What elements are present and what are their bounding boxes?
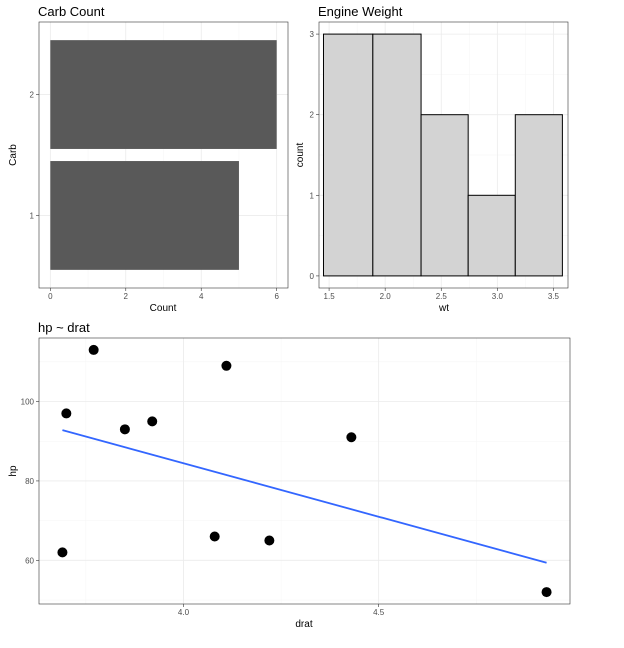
hp-drat-ticks: 4.0 4.5 60 80 100: [21, 398, 385, 617]
hp-drat-title: hp ~ drat: [38, 320, 90, 335]
carb-count-ticks: 0 2 4 6 1 2: [30, 91, 280, 301]
hp-drat-trend: [62, 429, 547, 564]
engine-weight-bars: [322, 33, 563, 277]
carb-count-y-title: Carb: [8, 144, 19, 166]
hp-drat-plot-background: [39, 338, 570, 604]
engine-weight-histogram-bar: [322, 33, 374, 277]
carb-count-panel: Carb Count 0 2 4 6 1 2 Count Carb: [8, 4, 289, 314]
hp-drat-trend-line: [62, 429, 547, 564]
carb-count-x-tick-label: 0: [48, 292, 53, 301]
hp-drat-point: [221, 360, 232, 371]
engine-weight-y-title: count: [295, 143, 306, 168]
carb-count-bar: [50, 40, 277, 149]
carb-count-title: Carb Count: [38, 4, 105, 19]
engine-weight-histogram-bar: [514, 114, 563, 277]
carb-count-x-tick-label: 6: [274, 292, 279, 301]
engine-weight-panel: Engine Weight 1.5 2.0 2.5 3.0 3.5 0 1 2 3 wt cou…: [295, 4, 569, 314]
carb-count-bar: [50, 161, 239, 270]
hp-drat-y-tick-label: 80: [25, 477, 34, 486]
engine-weight-x-tick-label: 1.5: [324, 292, 336, 301]
hp-drat-y-tick-label: 100: [21, 398, 35, 407]
engine-weight-ticks: 1.5 2.0 2.5 3.0 3.5 0 1 2 3: [310, 30, 560, 301]
engine-weight-title: Engine Weight: [318, 4, 403, 19]
hp-drat-grid: [39, 338, 570, 604]
hp-drat-point: [119, 424, 130, 435]
carb-count-bars: [50, 40, 277, 270]
hp-drat-points: [57, 344, 552, 598]
engine-weight-x-tick-label: 3.5: [548, 292, 560, 301]
hp-drat-point: [57, 547, 68, 558]
hp-drat-point: [61, 408, 72, 419]
hp-drat-point: [264, 535, 275, 546]
carb-count-y-tick-label: 2: [30, 91, 35, 100]
hp-drat-point: [147, 416, 158, 427]
engine-weight-histogram-bar: [372, 33, 422, 277]
engine-weight-x-tick-label: 2.5: [436, 292, 448, 301]
engine-weight-y-tick-label: 0: [310, 272, 315, 281]
carb-count-x-tick-label: 4: [199, 292, 204, 301]
hp-drat-x-title: drat: [295, 619, 312, 630]
engine-weight-x-tick-label: 3.0: [492, 292, 504, 301]
engine-weight-y-tick-label: 2: [310, 111, 315, 120]
hp-drat-x-tick-label: 4.0: [178, 608, 190, 617]
engine-weight-y-tick-label: 3: [310, 30, 315, 39]
engine-weight-plot-border: [318, 21, 569, 289]
hp-drat-point: [346, 432, 357, 443]
hp-drat-panel: hp ~ drat 4.0 4.5 60 80 100 drat hp: [8, 320, 571, 630]
hp-drat-y-tick-label: 60: [25, 556, 34, 565]
hp-drat-point: [209, 531, 220, 542]
hp-drat-point: [541, 587, 552, 598]
engine-weight-histogram-bar: [467, 194, 516, 277]
hp-drat-plot-border: [38, 337, 571, 605]
engine-weight-histogram-bar: [420, 114, 469, 277]
engine-weight-y-tick-label: 1: [310, 191, 315, 200]
hp-drat-x-tick-label: 4.5: [373, 608, 385, 617]
hp-drat-y-title: hp: [8, 465, 19, 477]
carb-count-x-tick-label: 2: [124, 292, 129, 301]
engine-weight-x-tick-label: 2.0: [380, 292, 392, 301]
hp-drat-point: [88, 344, 99, 355]
carb-count-x-title: Count: [150, 303, 177, 314]
engine-weight-x-title: wt: [438, 303, 449, 314]
carb-count-y-tick-label: 1: [30, 211, 35, 220]
carb-count-plot-border: [38, 21, 289, 289]
